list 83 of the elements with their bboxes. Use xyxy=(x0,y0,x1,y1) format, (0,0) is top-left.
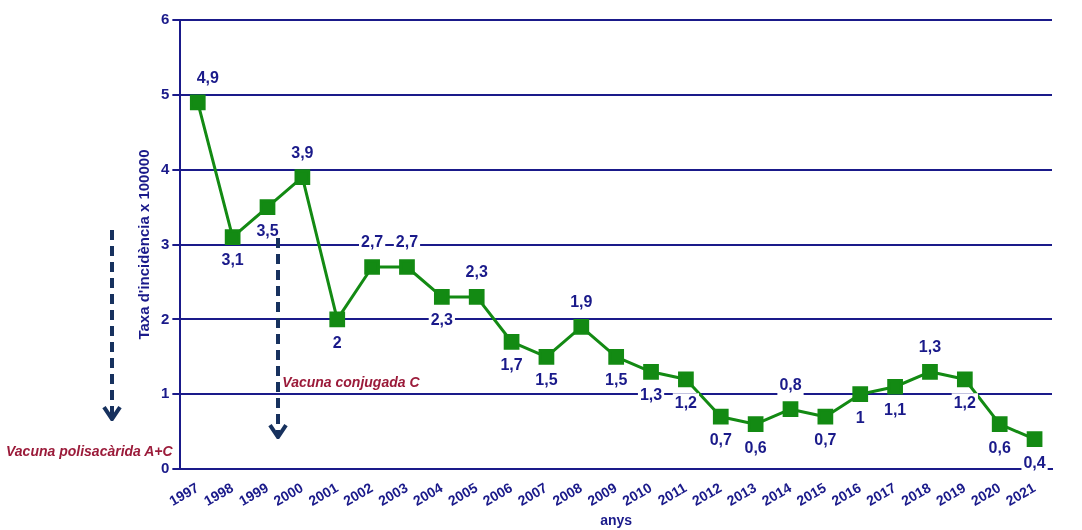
point xyxy=(956,371,973,388)
data-label: 0,6 xyxy=(744,438,767,456)
y-tick-label: 3 xyxy=(161,234,170,252)
data-label: 3,9 xyxy=(291,143,314,161)
annotation: Vacuna conjugada C xyxy=(282,374,420,391)
x-tick-label: 2006 xyxy=(480,479,516,509)
point xyxy=(259,199,276,215)
y-tick-label: 6 xyxy=(161,10,170,28)
point xyxy=(224,229,241,245)
x-tick-label: 2009 xyxy=(584,479,620,509)
x-tick-label: 2001 xyxy=(305,479,341,509)
data-label: 0,6 xyxy=(988,438,1011,456)
data-label: 2 xyxy=(332,333,342,351)
y-tick-label: 0 xyxy=(161,459,170,477)
data-label: 1,5 xyxy=(535,371,558,389)
point xyxy=(189,94,206,111)
data-label: 1,9 xyxy=(570,293,593,311)
data-label: 0,7 xyxy=(709,431,732,449)
point xyxy=(538,348,555,365)
data-label: 1,2 xyxy=(674,393,698,411)
point xyxy=(852,386,869,403)
x-tick-label: 2021 xyxy=(1003,479,1039,509)
point xyxy=(329,311,346,328)
data-label: 2,3 xyxy=(430,311,454,329)
x-tick-label: 2016 xyxy=(828,479,864,509)
data-label: 0,4 xyxy=(1023,453,1046,471)
point xyxy=(817,408,834,425)
x-tick-label: 2008 xyxy=(549,479,585,509)
y-tick-label: 4 xyxy=(161,159,170,177)
x-tick-label: 2014 xyxy=(758,479,795,509)
data-label: 2,7 xyxy=(360,233,384,251)
point xyxy=(399,259,415,275)
point xyxy=(294,169,311,186)
x-axis-title: anys xyxy=(600,512,633,529)
x-tick-label: 2011 xyxy=(655,479,690,509)
point xyxy=(433,289,450,305)
data-label: 1,7 xyxy=(500,356,523,374)
data-label: 2,3 xyxy=(465,263,488,281)
y-tick-label: 5 xyxy=(161,84,170,102)
x-tick-label: 2020 xyxy=(968,479,1004,509)
data-label: 1,3 xyxy=(639,386,663,404)
y-tick-label: 2 xyxy=(161,309,170,327)
point xyxy=(712,408,729,425)
x-tick-label: 2013 xyxy=(724,479,760,509)
data-label: 0,7 xyxy=(814,431,837,449)
text: Vacuna polisacàrida A+C xyxy=(6,443,173,460)
data-label: 0,8 xyxy=(779,375,802,393)
x-tick-label: 2010 xyxy=(619,479,655,509)
x-tick-label: 2005 xyxy=(445,479,481,509)
x-tick-label: 1998 xyxy=(201,479,237,509)
data-label: 1,2 xyxy=(953,393,977,411)
data-label: 2,7 xyxy=(395,233,419,251)
point xyxy=(887,378,903,395)
x-tick-label: 2000 xyxy=(270,479,306,509)
data-label: 4,9 xyxy=(196,68,219,86)
point xyxy=(1026,431,1043,447)
data-label: 3,5 xyxy=(256,221,279,239)
point xyxy=(608,348,625,365)
point xyxy=(782,401,799,418)
x-tick-label: 2002 xyxy=(340,479,376,509)
data-label: 1 xyxy=(855,408,865,426)
point xyxy=(678,371,694,388)
point xyxy=(922,363,938,380)
x-tick-label: 2019 xyxy=(933,479,969,509)
point xyxy=(991,416,1008,433)
x-tick-label: 2003 xyxy=(375,479,411,509)
x-tick-label: 2015 xyxy=(793,479,829,509)
x-tick-label: 2012 xyxy=(689,479,725,509)
point xyxy=(573,319,590,335)
point xyxy=(643,363,659,380)
x-tick-label: 1999 xyxy=(235,479,272,509)
point xyxy=(364,259,380,275)
y-tick-label: 1 xyxy=(161,384,170,402)
point xyxy=(747,416,764,433)
data-label: 1,1 xyxy=(883,401,907,419)
data-label: 3,1 xyxy=(221,251,244,269)
point xyxy=(468,289,485,305)
point xyxy=(503,333,520,350)
data-label: 1,3 xyxy=(918,338,942,356)
x-tick-label: 2004 xyxy=(410,479,446,509)
x-tick-label: 2018 xyxy=(898,479,934,509)
y-axis-title: Taxa d'incidència x 100000 xyxy=(135,149,153,340)
data-label: 1,5 xyxy=(605,371,628,389)
